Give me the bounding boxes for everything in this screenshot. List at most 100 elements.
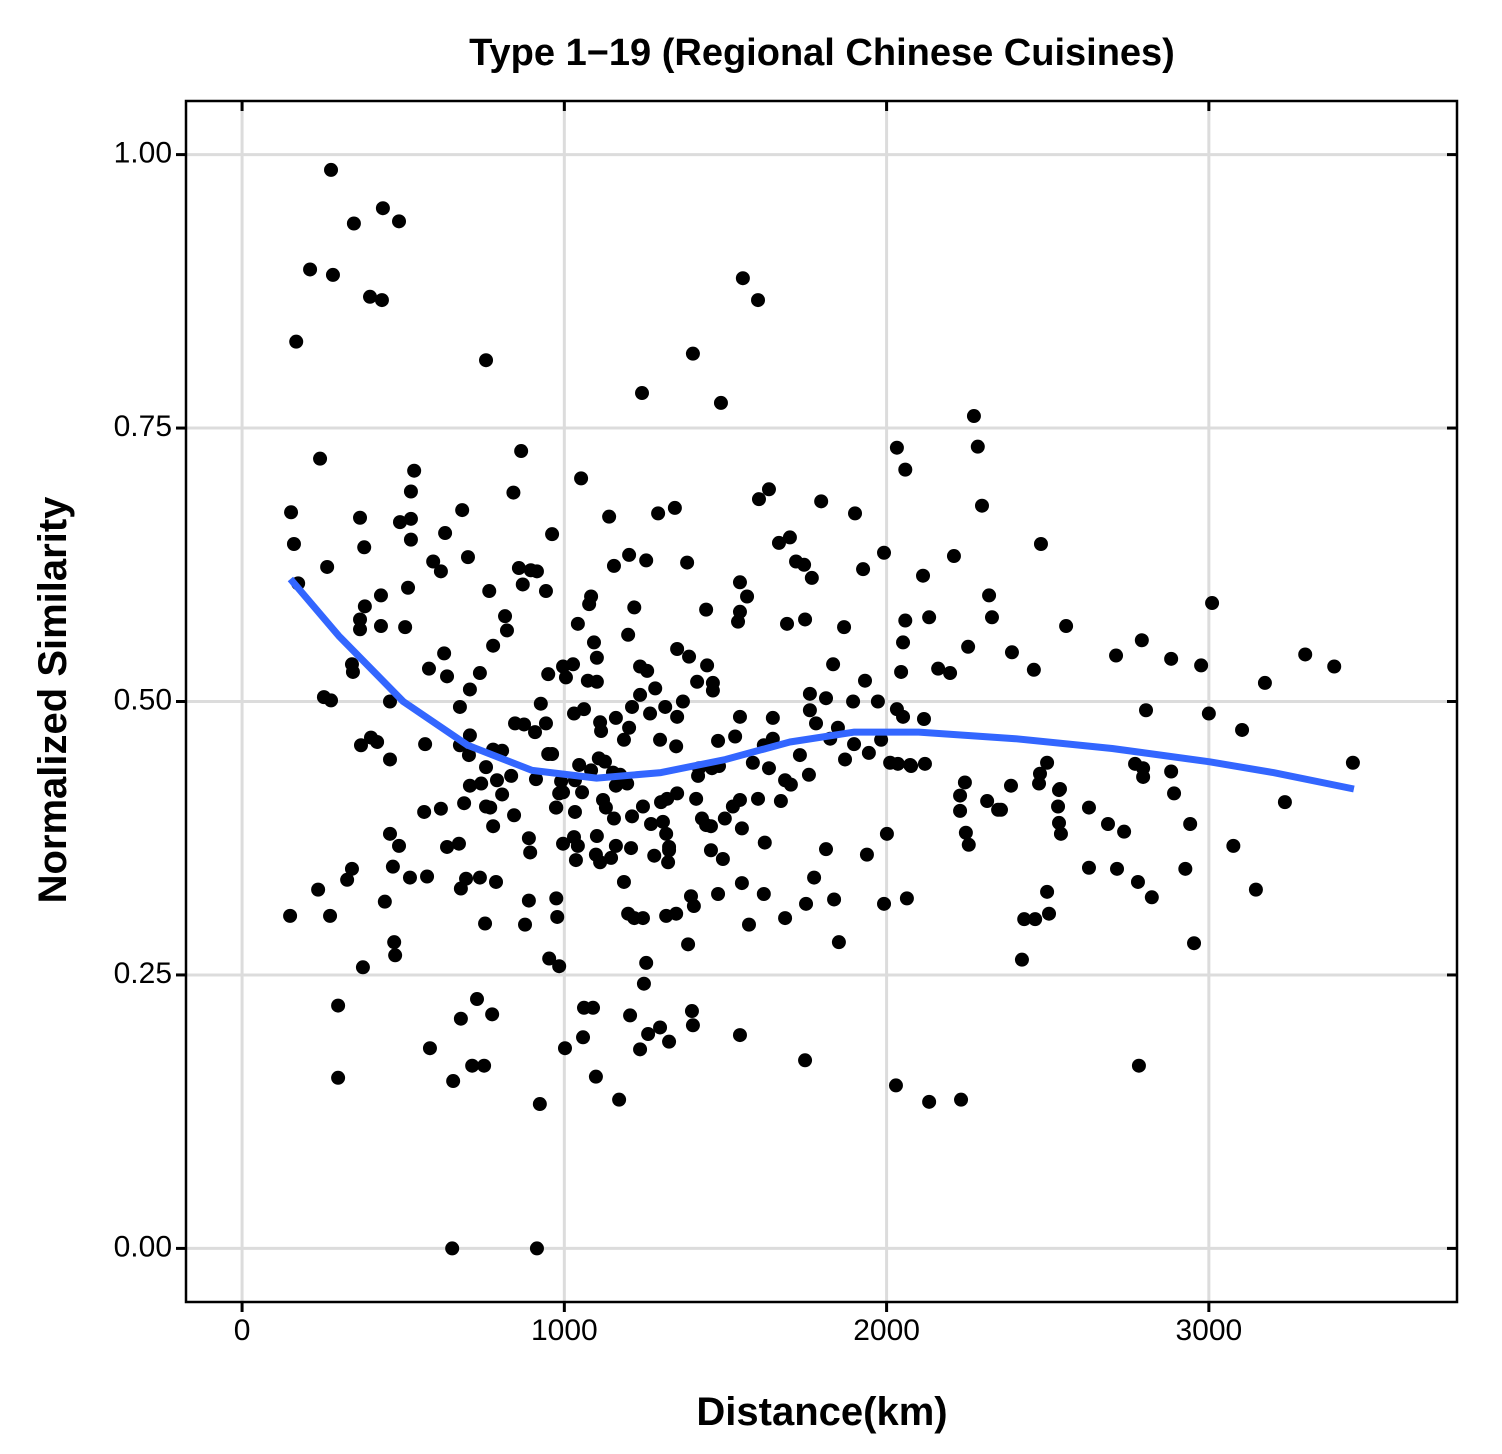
scatter-point [472,870,487,885]
scatter-point [357,540,372,555]
scatter-point [782,530,797,545]
scatter-point [518,917,533,932]
scatter-point [837,620,852,635]
scatter-point [625,699,640,714]
scatter-point [773,794,788,809]
scatter-point [621,627,636,642]
y-tick-label: 0.00 [114,1230,172,1263]
scatter-point [373,619,388,634]
scatter-point [521,831,536,846]
scatter-point [635,799,650,814]
scatter-point [511,561,526,576]
scatter-point [732,792,747,807]
scatter-point [529,1241,544,1256]
scatter-point [741,917,756,932]
scatter-point [593,715,608,730]
scatter-point [890,756,905,771]
scatter-point [556,836,571,851]
scatter-point [474,776,489,791]
scatter-point [1100,817,1115,832]
scatter-point [827,892,842,907]
scatter-point [1248,882,1263,897]
scatter-point [576,702,591,717]
scatter-point [814,494,829,509]
scatter-point [506,485,521,500]
scatter-point [402,870,417,885]
scatter-point [625,809,640,824]
scatter-point [575,785,590,800]
scatter-point [495,787,510,802]
scatter-point [283,908,298,923]
scatter-point [734,821,749,836]
scatter-point [517,717,532,732]
x-tick-label: 3000 [1175,1314,1242,1347]
y-tick-label: 0.50 [114,683,172,716]
scatter-point [1014,952,1029,967]
scatter-point [453,1011,468,1026]
scatter-point [993,802,1008,817]
scatter-point [1277,795,1292,810]
scatter-point [802,686,817,701]
scatter-point [549,891,564,906]
scatter-point [1205,596,1220,611]
scatter-point [1032,766,1047,781]
scatter-point [417,804,432,819]
scatter-point [548,800,563,815]
scatter-point [1327,659,1342,674]
scatter-point [382,826,397,841]
scatter-point [636,976,651,991]
scatter-point [961,837,976,852]
scatter-point [732,575,747,590]
scatter-point [528,725,543,740]
scatter-point [1144,890,1159,905]
scatter-point [1128,756,1143,771]
scatter-point [715,852,730,867]
scatter-point [422,1041,437,1056]
x-tick-label: 0 [234,1314,251,1347]
scatter-point [499,623,514,638]
scatter-point [916,712,931,727]
scatter-point [846,694,861,709]
scatter-point [572,757,587,772]
scatter-point [802,703,817,718]
scatter-point [370,734,385,749]
x-tick-label: 2000 [853,1314,920,1347]
scatter-point [1235,722,1250,737]
scatter-point [877,545,892,560]
scatter-point [1134,633,1149,648]
chart-title: Type 1−19 (Regional Chinese Cuisines) [469,32,1175,74]
scatter-point [654,795,669,810]
scatter-point [1164,651,1179,666]
scatter-point [879,826,894,841]
scatter-point [1028,912,1043,927]
scatter-point [662,843,677,858]
scatter-point [353,510,368,525]
scatter-point [669,739,684,754]
scatter-point [612,1092,627,1107]
scatter-point [303,262,318,277]
scatter-point [751,492,766,507]
scatter-point [313,451,328,466]
scatter-point [403,511,418,526]
scatter-point [521,893,536,908]
scatter-point [1131,1058,1146,1073]
scatter-point [624,841,639,856]
scatter-point [1167,786,1182,801]
scatter-point [606,811,621,826]
scatter-point [403,484,418,499]
scatter-point [438,526,453,541]
scatter-point [558,670,573,685]
x-tick-label: 1000 [531,1314,598,1347]
scatter-point [819,691,834,706]
scatter-point [420,869,435,884]
scatter-point [567,804,582,819]
scatter-point [523,845,538,860]
scatter-point [451,836,466,851]
scatter-point [556,785,571,800]
scatter-point [604,850,619,865]
scatter-point [557,1041,572,1056]
scatter-point [745,755,760,770]
scatter-point [426,554,441,569]
scatter-point [363,289,378,304]
scatter-point [667,500,682,515]
